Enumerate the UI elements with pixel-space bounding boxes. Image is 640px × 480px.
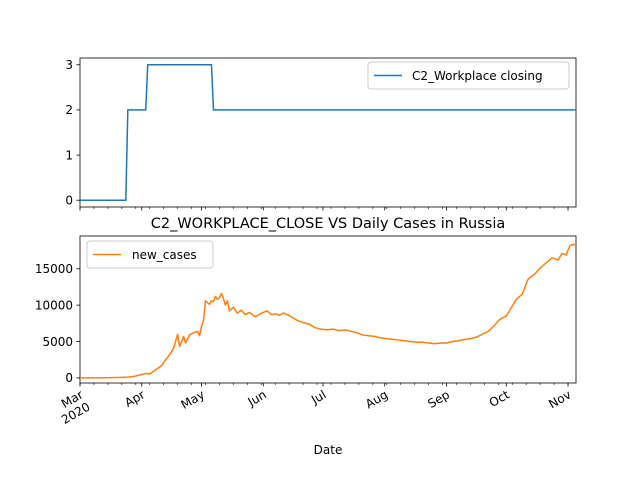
bottom-legend-label: new_cases	[132, 248, 197, 262]
x-tick-month: Oct	[487, 387, 512, 410]
x-tick-label: Apr	[122, 387, 147, 410]
bottom-y-tick-label: 0	[65, 371, 73, 385]
bottom-x-ticks: Mar2020 Apr May Jun Jul Aug Sep Oct Nov	[52, 383, 574, 427]
x-tick-month: Nov	[546, 387, 573, 411]
top-legend-label: C2_Workplace closing	[412, 69, 543, 83]
x-tick-label: Jun	[245, 387, 269, 409]
x-tick-label: Oct	[487, 387, 512, 410]
top-y-tick-label: 3	[65, 58, 73, 72]
top-plot-frame	[79, 57, 577, 208]
top-y-tick-label: 1	[65, 148, 73, 162]
bottom-y-ticks: 0 5000 10000 15000	[35, 262, 80, 385]
x-tick-label: Sep	[425, 387, 452, 410]
x-axis-label: Date	[314, 443, 343, 457]
x-tick-label: Mar2020	[52, 387, 93, 427]
x-tick-label: Aug	[363, 387, 390, 411]
x-tick-month: Aug	[363, 387, 390, 411]
x-tick-label: Nov	[546, 387, 573, 411]
series-line-c2-workplace-closing	[80, 64, 576, 201]
x-tick-month: Jul	[308, 387, 328, 407]
chart-title: C2_WORKPLACE_CLOSE VS Daily Cases in Rus…	[151, 216, 506, 232]
bottom-y-tick-label: 15000	[35, 262, 73, 276]
x-tick-label: Jul	[308, 387, 328, 407]
x-tick-month: Jun	[245, 387, 269, 409]
bottom-legend: new_cases	[86, 240, 214, 269]
bottom-plot-frame	[79, 235, 577, 384]
top-panel: 0 1 2 3 C2_Workplace closing	[65, 57, 577, 211]
x-tick-month: Sep	[425, 387, 452, 410]
top-legend: C2_Workplace closing	[367, 61, 570, 90]
top-legend-box	[367, 61, 570, 90]
top-series	[80, 64, 576, 201]
bottom-panel: C2_WORKPLACE_CLOSE VS Daily Cases in Rus…	[35, 216, 577, 457]
bottom-series	[79, 243, 577, 379]
series-line-new-cases	[79, 243, 577, 379]
top-x-ticks	[79, 207, 569, 211]
x-tick-month: Apr	[122, 387, 147, 410]
top-y-tick-label: 0	[65, 194, 73, 208]
x-tick-label: May	[179, 387, 207, 412]
bottom-legend-box	[86, 240, 214, 269]
x-tick-month: May	[179, 387, 207, 412]
top-y-tick-label: 2	[65, 103, 73, 117]
bottom-y-tick-label: 5000	[42, 335, 73, 349]
top-y-ticks: 0 1 2 3	[65, 58, 80, 208]
bottom-y-tick-label: 10000	[35, 298, 73, 312]
